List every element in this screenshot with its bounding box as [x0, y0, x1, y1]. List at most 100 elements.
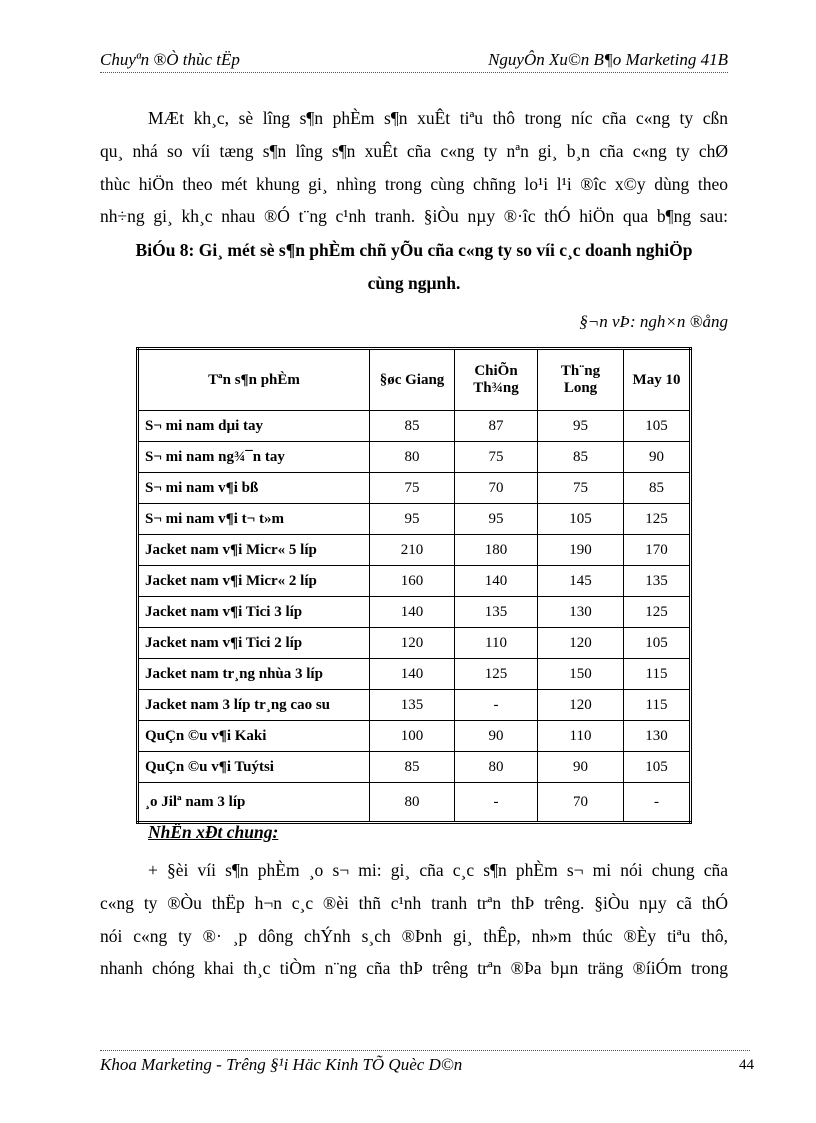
table-row: Jacket nam 3 líp tr¸ng cao su 135-120 115 — [137, 689, 691, 721]
table-row: S¬ mi nam v¶i bß 75 70 75 85 — [137, 472, 691, 504]
paragraph-line: qu¸ nhá so víi tæng s¶n lîng s¶n xuÊt cñ… — [100, 141, 728, 161]
product-name-cell: Jacket nam 3 líp tr¸ng cao su — [137, 689, 370, 721]
price-cell: - — [454, 689, 538, 721]
table-row: S¬ mi nam ng¾¯n tay 80 75 85 90 — [137, 441, 691, 473]
table-row: S¬ mi nam dµi tay 85 87 95 105 — [137, 410, 691, 442]
price-cell: 140 — [454, 565, 538, 597]
table-row: QuÇn ©u v¶i Tuýtsi 85 80 90 105 — [137, 751, 691, 783]
table-title: BiÓu 8: Gi¸ mét sè s¶n phÈm chñ yÕu cña … — [135, 240, 693, 260]
price-cell: 70 — [537, 782, 624, 823]
footer-left: Khoa Marketing - Trêng §¹i Häc Kinh TÕ Q… — [100, 1055, 463, 1074]
price-cell: 90 — [623, 441, 691, 473]
price-cell: 160 — [369, 565, 455, 597]
price-cell: 120 — [537, 627, 624, 659]
product-name-cell: S¬ mi nam v¶i bß — [137, 472, 370, 504]
product-name-cell: QuÇn ©u v¶i Kaki — [137, 720, 370, 752]
price-cell: 145 — [537, 565, 624, 597]
price-cell: 130 — [623, 720, 691, 752]
price-cell: 110 — [537, 720, 624, 752]
price-cell: 95 — [537, 410, 624, 442]
table-row: ¸o Jilª nam 3 líp 80-70- — [137, 782, 691, 823]
product-name-cell: S¬ mi nam ng¾¯n tay — [137, 441, 370, 473]
product-name-cell: S¬ mi nam v¶i t¬ t»m — [137, 503, 370, 535]
price-cell: 115 — [623, 689, 691, 721]
price-cell: 85 — [537, 441, 624, 473]
paragraph-line: MÆt kh¸c, sè lîng s¶n phÈm s¶n xuÊt tiªu… — [148, 108, 728, 128]
product-name-cell: Jacket nam v¶i Tici 2 líp — [137, 627, 370, 659]
table-row: Jacket nam tr¸ng nhùa 3 líp 140 125 150 115 — [137, 658, 691, 690]
price-cell: 80 — [454, 751, 538, 783]
price-cell: 87 — [454, 410, 538, 442]
price-cell: 190 — [537, 534, 624, 566]
price-cell: 135 — [369, 689, 455, 721]
price-cell: 75 — [537, 472, 624, 504]
paragraph-line: thùc hiÖn theo mét khung gi¸ nhìng trong… — [100, 174, 728, 194]
price-cell: 180 — [454, 534, 538, 566]
paragraph-line: nhanh chóng khai th¸c tiÒm n¨ng cña thÞ … — [100, 958, 728, 978]
header-right: NguyÔn Xu©n B¶o Marketing 41B — [488, 50, 728, 69]
paragraph-line: nh÷ng gi¸ kh¸c nhau ®Ó t¨ng c¹nh tranh. … — [100, 206, 728, 226]
price-table: Tªn s¶n phÈm §øc Giang ChiÕn Th¾ng Th¨ng… — [136, 347, 692, 824]
price-cell: 105 — [537, 503, 624, 535]
price-cell: 75 — [369, 472, 455, 504]
page-footer: Khoa Marketing - Trêng §¹i Häc Kinh TÕ Q… — [100, 1050, 754, 1074]
table-title-cont: cùng ngµnh. — [367, 273, 461, 293]
price-cell: 150 — [537, 658, 624, 690]
product-name-cell: Jacket nam v¶i Micr« 2 líp — [137, 565, 370, 597]
price-cell: 80 — [369, 441, 455, 473]
table-row: Jacket nam v¶i Micr« 5 líp 210 180 190 170 — [137, 534, 691, 566]
product-name-cell: Jacket nam v¶i Tici 3 líp — [137, 596, 370, 628]
price-cell: 210 — [369, 534, 455, 566]
price-cell: 140 — [369, 596, 455, 628]
price-cell: 170 — [623, 534, 691, 566]
product-name-cell: QuÇn ©u v¶i Tuýtsi — [137, 751, 370, 783]
product-name-cell: ¸o Jilª nam 3 líp — [137, 782, 370, 823]
product-name-cell: Jacket nam v¶i Micr« 5 líp — [137, 534, 370, 566]
page-number: 44 — [739, 1057, 754, 1073]
table-row: Jacket nam v¶i Micr« 2 líp 160 140 145 135 — [137, 565, 691, 597]
price-cell: 110 — [454, 627, 538, 659]
price-cell: 120 — [369, 627, 455, 659]
price-cell: 135 — [623, 565, 691, 597]
price-cell: 105 — [623, 627, 691, 659]
column-header: Th¨ng Long — [537, 348, 624, 411]
price-cell: 105 — [623, 410, 691, 442]
price-cell: 75 — [454, 441, 538, 473]
price-cell: 125 — [454, 658, 538, 690]
price-cell: 80 — [369, 782, 455, 823]
price-cell: 125 — [623, 503, 691, 535]
table-row: Jacket nam v¶i Tici 3 líp 140 135 130 125 — [137, 596, 691, 628]
subheading: NhËn xÐt chung: — [148, 822, 279, 842]
product-name-cell: S¬ mi nam dµi tay — [137, 410, 370, 442]
column-header: ChiÕn Th¾ng — [454, 348, 538, 411]
price-cell: 90 — [537, 751, 624, 783]
price-cell: 85 — [369, 410, 455, 442]
table-row: S¬ mi nam v¶i t¬ t»m 95 95 105 125 — [137, 503, 691, 535]
price-cell: 130 — [537, 596, 624, 628]
price-cell: 120 — [537, 689, 624, 721]
paragraph-line: c«ng ty ®Òu thËp h¬n c¸c ®èi thñ c¹nh tr… — [100, 893, 728, 913]
price-cell: 140 — [369, 658, 455, 690]
unit-label: §¬n vÞ: ngh×n ®ång — [579, 312, 728, 331]
price-cell: 105 — [623, 751, 691, 783]
price-cell: 135 — [454, 596, 538, 628]
price-cell: 115 — [623, 658, 691, 690]
price-cell: 95 — [369, 503, 455, 535]
table-header-row: Tªn s¶n phÈm §øc Giang ChiÕn Th¾ng Th¨ng… — [137, 348, 691, 411]
header-left: Chuyªn ®Ò thùc tËp — [100, 50, 240, 69]
price-cell: 90 — [454, 720, 538, 752]
paragraph-line: + §èi víi s¶n phÈm ¸o s¬ mi: gi¸ cña c¸c… — [148, 860, 728, 880]
price-cell: - — [623, 782, 691, 823]
price-cell: 125 — [623, 596, 691, 628]
page-header: Chuyªn ®Ò thùc tËp NguyÔn Xu©n B¶o Marke… — [100, 48, 728, 73]
table-row: Jacket nam v¶i Tici 2 líp 120 110 120 105 — [137, 627, 691, 659]
paragraph-line: nói c«ng ty ®· ¸p dông chÝnh s¸ch ®Þnh g… — [100, 926, 728, 946]
product-name-cell: Jacket nam tr¸ng nhùa 3 líp — [137, 658, 370, 690]
price-cell: 100 — [369, 720, 455, 752]
column-header: Tªn s¶n phÈm — [137, 348, 370, 411]
price-cell: 85 — [369, 751, 455, 783]
price-cell: 70 — [454, 472, 538, 504]
table-row: QuÇn ©u v¶i Kaki 100 90 110 130 — [137, 720, 691, 752]
price-cell: - — [454, 782, 538, 823]
